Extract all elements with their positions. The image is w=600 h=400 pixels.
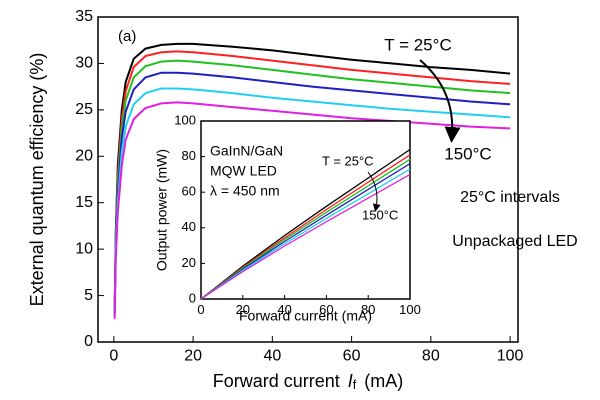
x-axis-label: Forward current If (mA) (213, 371, 404, 393)
annotation: Unpackaged LED (452, 233, 577, 250)
y-tick-label: 30 (75, 55, 93, 72)
y-tick-label: 10 (75, 240, 93, 257)
x-tick-label: 40 (263, 348, 281, 365)
x-tick-label: 20 (184, 348, 202, 365)
x-axis-label: Forward current (mA) (239, 308, 372, 324)
annotation: 150°C (362, 207, 398, 222)
arrow (419, 59, 461, 143)
x-tick-label: 60 (319, 302, 333, 317)
x-tick-label: 80 (422, 348, 440, 365)
annotation: 150°C (444, 144, 491, 163)
y-tick-label: 80 (182, 148, 196, 163)
y-tick-label: 20 (75, 148, 93, 165)
y-tick-label: 40 (182, 219, 196, 234)
annotation: λ = 450 nm (210, 183, 280, 199)
series-line (200, 158, 411, 300)
series-line (113, 87, 511, 317)
x-tick-label: 0 (197, 302, 204, 317)
y-tick-label: 25 (75, 101, 93, 118)
y-tick-label: 35 (75, 8, 93, 25)
x-tick-label: 80 (361, 302, 375, 317)
x-label-var: I (348, 371, 353, 391)
x-label-sub: f (353, 378, 357, 392)
y-tick-label: 0 (84, 333, 93, 350)
x-tick-label: 100 (497, 348, 524, 365)
annotation: (a) (118, 28, 136, 45)
series-line (113, 71, 511, 317)
series-line (200, 173, 411, 300)
y-tick-label: 60 (182, 184, 196, 199)
series-line (200, 148, 411, 300)
series-line (200, 168, 411, 300)
x-tick-label: 0 (109, 348, 118, 365)
x-tick-label: 40 (277, 302, 291, 317)
y-tick-label: 20 (182, 255, 196, 270)
annotation: 25°C intervals (460, 189, 560, 206)
annotation: MQW LED (210, 163, 277, 179)
x-label-unit: (mA) (364, 371, 403, 391)
y-tick-label: 15 (75, 194, 93, 211)
y-axis-label: External quantum efficiency (%) (27, 53, 47, 307)
y-tick-label: 0 (189, 290, 196, 305)
y-tick-label: 100 (174, 112, 196, 127)
annotation: T = 25°C (322, 153, 374, 168)
annotation: T = 25°C (384, 35, 451, 54)
y-tick-label: 5 (84, 287, 93, 304)
annotation: GaInN/GaN (210, 143, 283, 159)
x-tick-label: 20 (236, 302, 250, 317)
x-tick-label: 60 (343, 348, 361, 365)
x-label-text: Forward current (213, 371, 340, 391)
y-axis-label: Output power (mW) (154, 149, 170, 271)
arrow (367, 171, 381, 212)
x-tick-label: 100 (399, 302, 421, 317)
